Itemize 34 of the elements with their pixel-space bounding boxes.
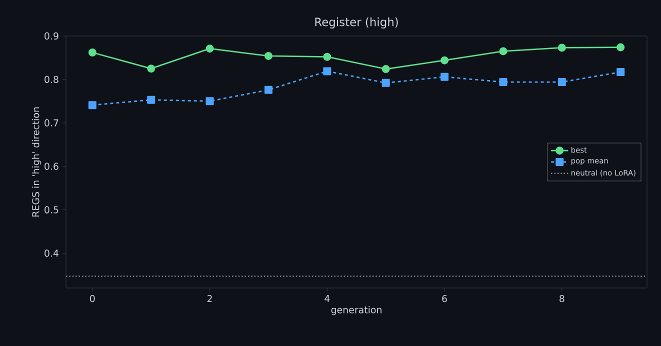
y-tick-label: 0.8 [44, 76, 58, 84]
y-tick-label: 0.9 [44, 32, 58, 40]
point [323, 67, 332, 76]
point [616, 68, 625, 76]
chart-title: Register (high) [315, 17, 398, 28]
x-tick-label: 2 [207, 295, 212, 302]
x-tick-label: 0 [90, 295, 95, 302]
point [147, 64, 156, 73]
point [264, 52, 272, 60]
point [499, 78, 508, 86]
point [382, 78, 390, 87]
x-tick-label: 8 [560, 295, 564, 302]
point [323, 52, 332, 61]
point [558, 78, 566, 86]
y-axis-title: REGS in 'high' direction [32, 107, 42, 217]
point [440, 56, 449, 64]
point [499, 47, 508, 56]
point [264, 86, 272, 94]
point [382, 65, 390, 74]
point [558, 44, 566, 52]
y-tick-label: 0.7 [44, 119, 58, 126]
point [147, 96, 156, 104]
y-tick-label: 0.6 [44, 162, 58, 170]
y-tick-label: 0.4 [44, 250, 58, 257]
y-tick-label: 0.5 [44, 206, 58, 214]
point [88, 101, 96, 110]
point [616, 43, 625, 52]
point [440, 72, 449, 81]
point [88, 48, 96, 57]
x-axis-title: generation [331, 306, 382, 316]
x-tick-label: 6 [442, 295, 447, 302]
point [206, 97, 214, 106]
point [206, 44, 214, 53]
x-tick-label: 4 [324, 295, 330, 302]
